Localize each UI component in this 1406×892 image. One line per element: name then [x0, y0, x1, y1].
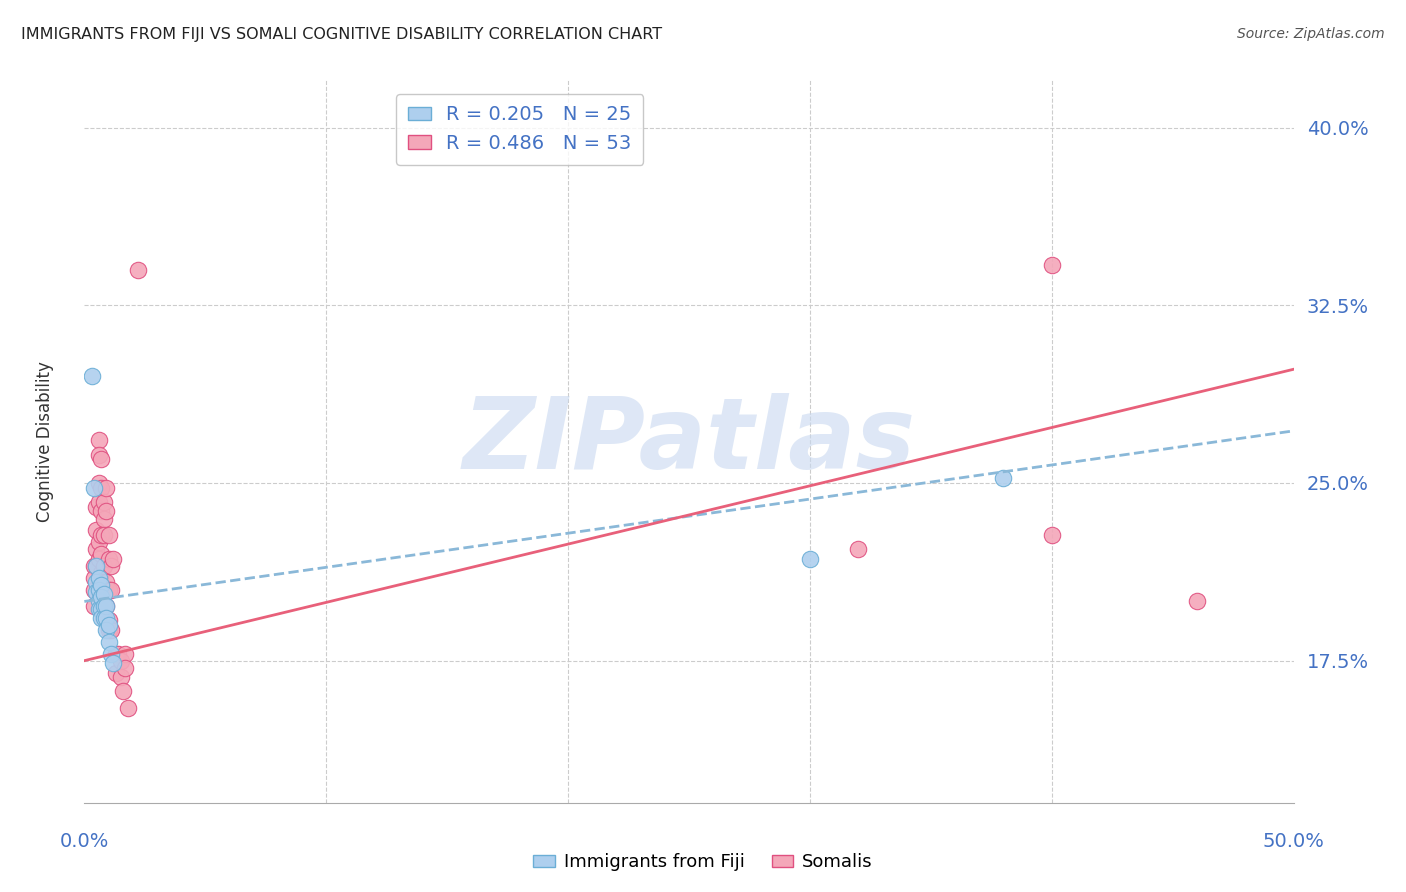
- Point: [94, 623, 117, 637]
- Point: [86, 524, 108, 538]
- Point: [87, 535, 110, 549]
- Text: Source: ZipAtlas.com: Source: ZipAtlas.com: [1237, 27, 1385, 41]
- Point: [112, 684, 135, 698]
- Point: [100, 647, 122, 661]
- Text: Cognitive Disability: Cognitive Disability: [37, 361, 53, 522]
- Point: [799, 551, 821, 566]
- Point: [90, 547, 112, 561]
- Point: [83, 582, 105, 597]
- Point: [86, 575, 108, 590]
- Point: [87, 571, 110, 585]
- Point: [93, 599, 115, 614]
- Point: [90, 611, 112, 625]
- Point: [83, 481, 105, 495]
- Point: [86, 542, 108, 557]
- Point: [90, 566, 112, 580]
- Point: [87, 601, 110, 615]
- Point: [86, 500, 108, 514]
- Point: [90, 590, 112, 604]
- Point: [93, 558, 115, 573]
- Point: [110, 670, 132, 684]
- Point: [83, 571, 105, 585]
- Point: [87, 551, 110, 566]
- Point: [87, 434, 110, 448]
- Point: [97, 623, 120, 637]
- Text: 50.0%: 50.0%: [1263, 831, 1324, 851]
- Point: [94, 504, 117, 518]
- Point: [93, 511, 115, 525]
- Text: 0.0%: 0.0%: [59, 831, 110, 851]
- Point: [97, 634, 120, 648]
- Point: [127, 262, 149, 277]
- Point: [100, 558, 122, 573]
- Point: [94, 575, 117, 590]
- Point: [100, 623, 122, 637]
- Point: [83, 558, 105, 573]
- Legend: Immigrants from Fiji, Somalis: Immigrants from Fiji, Somalis: [526, 847, 880, 879]
- Point: [87, 475, 110, 490]
- Point: [846, 542, 869, 557]
- Point: [104, 647, 127, 661]
- Point: [87, 495, 110, 509]
- Point: [97, 614, 120, 628]
- Point: [110, 654, 132, 668]
- Point: [114, 647, 136, 661]
- Point: [87, 571, 110, 585]
- Point: [93, 611, 115, 625]
- Legend: R = 0.205   N = 25, R = 0.486   N = 53: R = 0.205 N = 25, R = 0.486 N = 53: [396, 94, 644, 165]
- Point: [90, 504, 112, 518]
- Point: [90, 578, 112, 592]
- Point: [86, 558, 108, 573]
- Point: [94, 611, 117, 625]
- Point: [93, 587, 115, 601]
- Point: [87, 582, 110, 597]
- Point: [94, 599, 117, 614]
- Point: [97, 528, 120, 542]
- Point: [1185, 594, 1208, 608]
- Point: [94, 599, 117, 614]
- Point: [97, 551, 120, 566]
- Point: [90, 452, 112, 467]
- Point: [97, 618, 120, 632]
- Point: [993, 471, 1015, 485]
- Point: [1040, 528, 1063, 542]
- Text: IMMIGRANTS FROM FIJI VS SOMALI COGNITIVE DISABILITY CORRELATION CHART: IMMIGRANTS FROM FIJI VS SOMALI COGNITIVE…: [21, 27, 662, 42]
- Point: [86, 585, 108, 599]
- Point: [107, 647, 129, 661]
- Point: [93, 528, 115, 542]
- Point: [103, 551, 125, 566]
- Point: [1040, 258, 1063, 272]
- Point: [104, 665, 127, 680]
- Text: ZIPatlas: ZIPatlas: [463, 393, 915, 490]
- Point: [90, 481, 112, 495]
- Point: [90, 528, 112, 542]
- Point: [87, 448, 110, 462]
- Point: [93, 495, 115, 509]
- Point: [83, 599, 105, 614]
- Point: [100, 582, 122, 597]
- Point: [87, 582, 110, 597]
- Point: [114, 661, 136, 675]
- Point: [103, 656, 125, 670]
- Point: [80, 369, 103, 384]
- Point: [86, 558, 108, 573]
- Point: [94, 481, 117, 495]
- Point: [97, 582, 120, 597]
- Point: [117, 701, 139, 715]
- Point: [90, 601, 112, 615]
- Point: [87, 594, 110, 608]
